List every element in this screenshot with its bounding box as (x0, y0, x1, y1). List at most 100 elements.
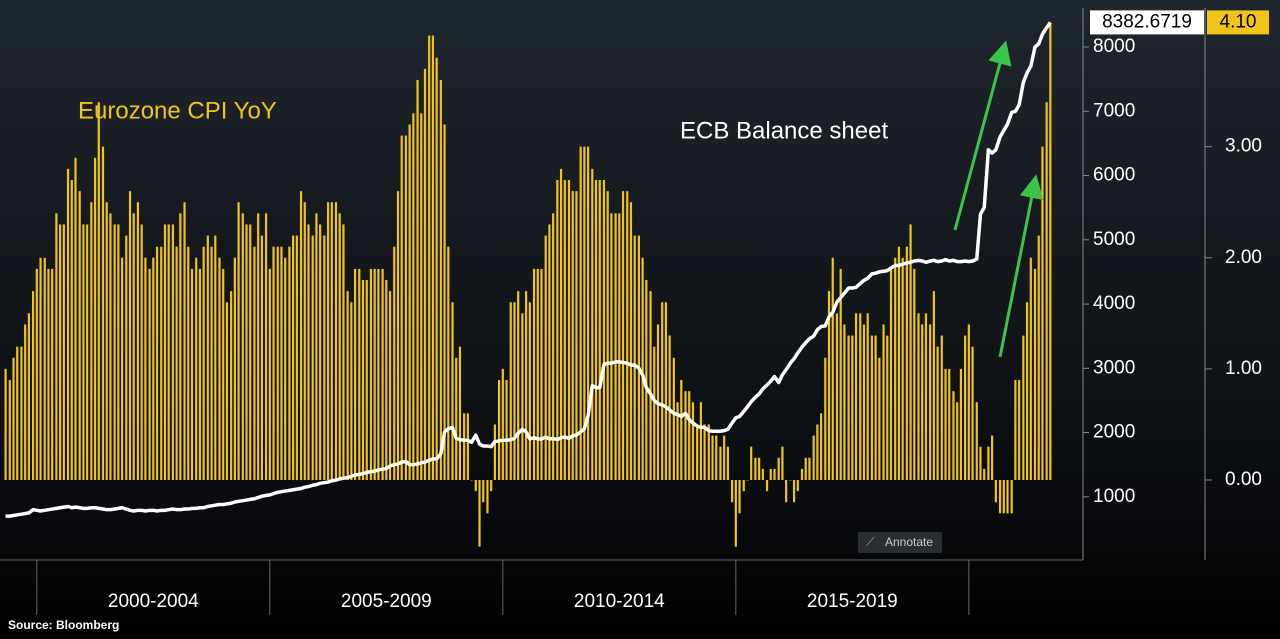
bar (482, 480, 485, 503)
bar (983, 468, 986, 480)
bar (385, 280, 388, 480)
bar (187, 246, 190, 480)
bar (117, 224, 120, 480)
bar (598, 180, 601, 480)
bar (1022, 335, 1025, 480)
bar (513, 302, 516, 480)
bar (307, 224, 310, 480)
button-bg[interactable] (858, 532, 942, 553)
bar (319, 224, 322, 480)
bar (761, 468, 764, 480)
bar (917, 313, 920, 480)
bar (16, 346, 19, 480)
bar (1029, 257, 1032, 480)
bar (86, 224, 89, 480)
bar (210, 246, 213, 480)
bar (113, 224, 116, 480)
bar (1025, 302, 1029, 480)
bar (696, 424, 699, 480)
bar (435, 57, 438, 481)
bar (416, 80, 419, 480)
bar (521, 313, 524, 480)
bar (866, 313, 869, 480)
bar (105, 202, 108, 480)
bar (230, 291, 233, 480)
bar (1018, 380, 1021, 480)
bar (190, 268, 194, 480)
bar (140, 224, 143, 480)
bar (218, 257, 221, 480)
bar (381, 268, 384, 480)
bar (20, 346, 23, 480)
bar (839, 268, 842, 480)
last-value-label: 8382.6719 (1102, 11, 1192, 32)
bar (24, 324, 27, 480)
bar (152, 257, 155, 480)
bar (303, 202, 306, 480)
bar (82, 224, 85, 480)
annotate-button[interactable]: ⟋ Annotate (858, 532, 942, 553)
bar (952, 391, 955, 480)
bar (525, 291, 528, 480)
bar (128, 191, 132, 480)
bar (859, 313, 862, 480)
bar (268, 268, 271, 480)
bar (676, 402, 679, 480)
bar (956, 402, 959, 480)
y2-tick-label: 3.00 (1225, 136, 1262, 157)
bar (160, 246, 163, 480)
bar (486, 480, 489, 514)
bar (428, 35, 431, 481)
bar (548, 224, 551, 480)
bar (781, 446, 784, 480)
bar (1041, 146, 1044, 480)
bar (824, 357, 827, 480)
x-tick-label: 2010-2014 (574, 591, 665, 612)
bar (195, 257, 198, 480)
bar (641, 257, 644, 480)
bar (816, 424, 819, 480)
bar (742, 480, 745, 492)
bar (183, 202, 186, 480)
bar (78, 191, 81, 480)
bar (579, 146, 582, 480)
bar (711, 435, 714, 480)
bar (602, 180, 606, 480)
y-tick-label: 6000 (1093, 165, 1135, 186)
bar (645, 280, 648, 480)
y2-tick-label: 0.00 (1225, 469, 1262, 490)
bar (1037, 235, 1040, 480)
bar (936, 346, 939, 480)
bar (637, 235, 640, 480)
bar (353, 268, 357, 480)
bar (8, 380, 11, 480)
y-tick-label: 1000 (1093, 486, 1135, 507)
button-label[interactable]: Annotate (885, 535, 933, 549)
bar (773, 468, 776, 480)
bar (439, 80, 442, 480)
bar (31, 291, 35, 480)
bar (237, 202, 240, 480)
bar (338, 213, 341, 481)
bar (661, 302, 664, 480)
bar (284, 257, 287, 480)
bar (144, 257, 147, 480)
bar (420, 113, 423, 480)
bar (1045, 102, 1048, 480)
bar (1049, 24, 1052, 480)
bar (292, 235, 295, 480)
bar (179, 213, 182, 481)
bar (334, 202, 338, 480)
bar (272, 246, 275, 480)
bar (101, 146, 105, 480)
bar (132, 213, 135, 481)
bar (750, 446, 753, 480)
bar (730, 480, 734, 503)
bar (567, 180, 571, 480)
bar (299, 191, 303, 480)
bar (451, 302, 454, 480)
bar (404, 135, 407, 481)
bar (27, 313, 30, 480)
bar (326, 202, 330, 480)
bar (812, 435, 815, 480)
